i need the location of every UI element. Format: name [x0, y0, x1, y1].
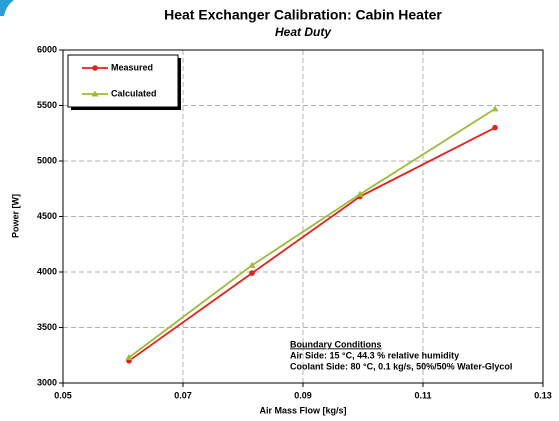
annotation-title: Boundary Conditions [290, 339, 382, 349]
marker [125, 353, 133, 360]
series-line [128, 126, 496, 362]
x-tick-label: 0.05 [54, 390, 72, 400]
x-tick-label: 0.13 [534, 390, 552, 400]
legend-label: Calculated [111, 88, 157, 98]
marker [249, 270, 255, 276]
corner-decoration [0, 0, 14, 16]
series-line [128, 108, 496, 359]
legend-box [67, 54, 179, 108]
marker [492, 124, 498, 131]
y-tick-label: 6000 [37, 44, 57, 54]
y-tick-label: 4500 [37, 211, 57, 221]
chart-subtitle: Heat Duty [275, 25, 332, 39]
x-tick-label: 0.09 [294, 390, 312, 400]
chart-title: Heat Exchanger Calibration: Cabin Heater [164, 7, 442, 23]
y-tick-label: 5000 [37, 155, 57, 165]
plot-frame [62, 49, 544, 384]
marker [92, 65, 98, 71]
x-tick-label: 0.11 [414, 390, 431, 400]
y-tick-label: 4000 [37, 266, 57, 276]
annotation-line: Air Side: 15 °C, 44.3 % relative humidit… [290, 350, 459, 360]
marker [356, 190, 364, 197]
y-tick-label: 3000 [37, 377, 57, 387]
x-axis-label: Air Mass Flow [kg/s] [259, 405, 346, 415]
y-tick-label: 3500 [37, 322, 57, 332]
marker [491, 105, 499, 112]
marker [91, 90, 99, 97]
y-tick-label: 5500 [37, 100, 57, 110]
legend-label: Measured [111, 62, 153, 72]
x-tick-label: 0.07 [174, 390, 192, 400]
annotation-line: Coolant Side: 80 °C, 0.1 kg/s, 50%/50% W… [290, 361, 512, 371]
marker [248, 261, 256, 268]
y-axis-label: Power [W] [10, 194, 20, 238]
